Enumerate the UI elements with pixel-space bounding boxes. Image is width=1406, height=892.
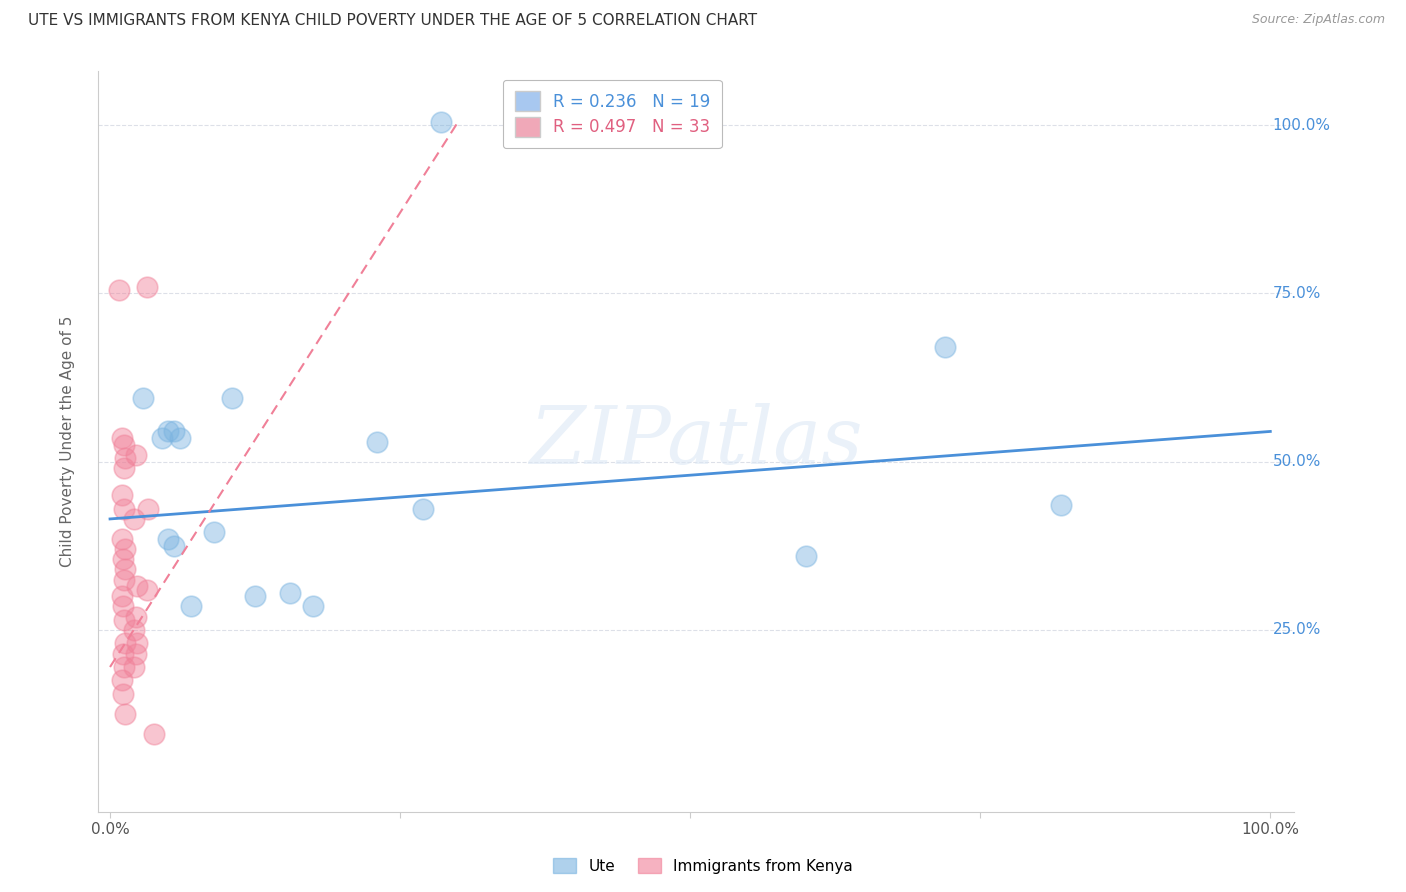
Point	[124, 512, 146, 526]
Point	[114, 542, 136, 557]
Text: 50.0%: 50.0%	[1272, 454, 1322, 469]
Point	[111, 647, 134, 661]
Point	[124, 448, 146, 462]
Point	[180, 599, 202, 614]
Point	[125, 579, 148, 593]
Text: Source: ZipAtlas.com: Source: ZipAtlas.com	[1251, 13, 1385, 27]
Point	[112, 613, 135, 627]
Point	[934, 340, 956, 354]
Point	[111, 552, 134, 566]
Point	[114, 562, 136, 576]
Point	[112, 461, 135, 475]
Point	[136, 279, 159, 293]
Point	[114, 707, 136, 722]
Point	[111, 687, 134, 701]
Point	[163, 425, 186, 439]
Point	[124, 609, 146, 624]
Point	[124, 623, 146, 637]
Point	[429, 115, 451, 129]
Point	[278, 586, 301, 600]
Text: 75.0%: 75.0%	[1272, 286, 1322, 301]
Point	[143, 727, 166, 741]
Text: ZIPatlas: ZIPatlas	[529, 403, 863, 480]
Point	[108, 283, 131, 297]
Point	[157, 532, 180, 546]
Point	[125, 636, 148, 650]
Point	[111, 532, 134, 546]
Point	[112, 501, 135, 516]
Text: 25.0%: 25.0%	[1272, 623, 1322, 638]
Point	[366, 434, 388, 449]
Point	[221, 391, 243, 405]
Point	[111, 590, 134, 604]
Point	[111, 488, 134, 502]
Y-axis label: Child Poverty Under the Age of 5: Child Poverty Under the Age of 5	[60, 316, 75, 567]
Point	[112, 660, 135, 674]
Point	[124, 660, 146, 674]
Point	[412, 501, 434, 516]
Point	[112, 438, 135, 452]
Point	[1050, 499, 1073, 513]
Text: UTE VS IMMIGRANTS FROM KENYA CHILD POVERTY UNDER THE AGE OF 5 CORRELATION CHART: UTE VS IMMIGRANTS FROM KENYA CHILD POVER…	[28, 13, 758, 29]
Point	[111, 431, 134, 445]
Point	[150, 431, 173, 445]
Point	[136, 582, 159, 597]
Point	[302, 599, 325, 614]
Legend: R = 0.236   N = 19, R = 0.497   N = 33: R = 0.236 N = 19, R = 0.497 N = 33	[503, 79, 721, 148]
Point	[204, 525, 226, 540]
Text: 100.0%: 100.0%	[1272, 118, 1330, 133]
Point	[163, 539, 186, 553]
Point	[124, 647, 146, 661]
Point	[112, 573, 135, 587]
Point	[243, 590, 266, 604]
Point	[157, 425, 180, 439]
Point	[136, 501, 159, 516]
Point	[794, 549, 817, 563]
Point	[111, 673, 134, 688]
Point	[131, 391, 153, 405]
Point	[169, 431, 191, 445]
Point	[111, 599, 134, 614]
Legend: Ute, Immigrants from Kenya: Ute, Immigrants from Kenya	[547, 852, 859, 880]
Point	[114, 636, 136, 650]
Point	[114, 451, 136, 466]
